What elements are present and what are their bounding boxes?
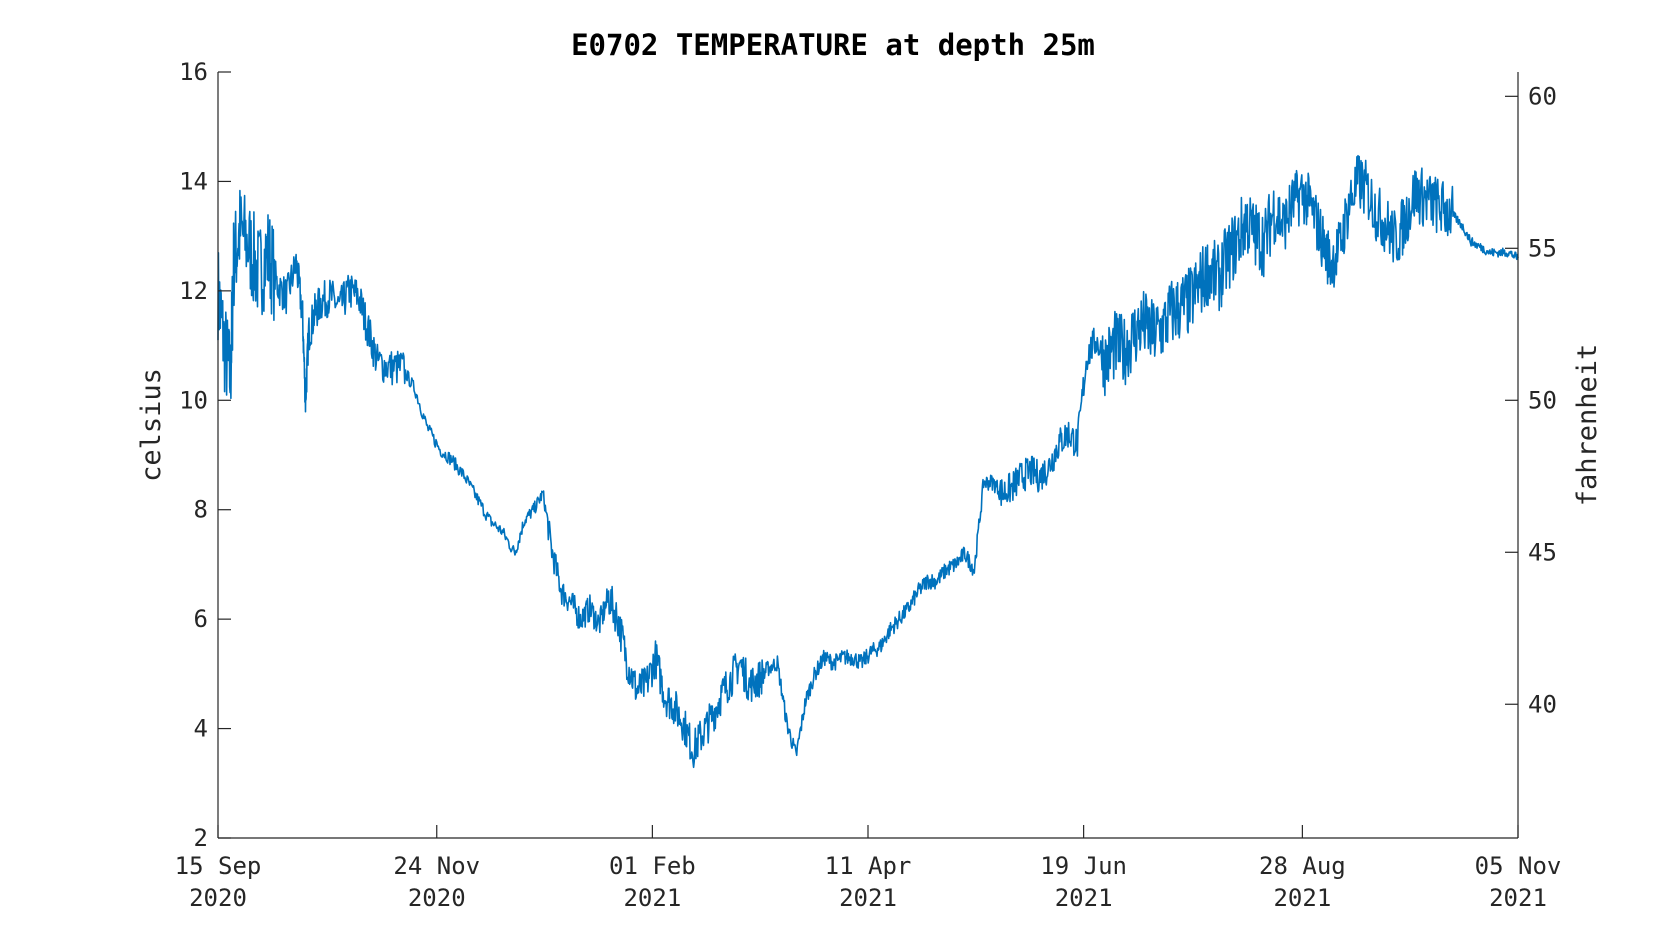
left-y-ticks: 2 4 6 8 10 12 14 16 xyxy=(179,58,231,852)
x-tick-label-year: 2020 xyxy=(189,884,247,912)
y-tick-label: 4 xyxy=(194,715,208,743)
y-tick-label: 6 xyxy=(194,605,208,633)
series-line-temperature xyxy=(217,154,1519,769)
y-tick-label: 12 xyxy=(179,277,208,305)
x-tick-label-year: 2021 xyxy=(839,884,897,912)
x-tick-label-date: 15 Sep xyxy=(175,852,262,880)
right-y-ticks: 40 45 50 55 60 xyxy=(1505,82,1557,718)
y-tick-label: 16 xyxy=(179,58,208,86)
y-tick-label: 10 xyxy=(179,386,208,414)
x-tick-label-year: 2021 xyxy=(1489,884,1547,912)
y-axis-label: celsius xyxy=(136,368,167,482)
x-tick-label-year: 2020 xyxy=(408,884,466,912)
x-ticks: 15 Sep 2020 24 Nov 2020 01 Feb 2021 11 Apr 2021… xyxy=(175,825,1562,912)
x-tick-label-date: 28 Aug xyxy=(1259,852,1346,880)
chart-title: E0702 TEMPERATURE at depth 25m xyxy=(571,28,1095,62)
x-tick-label-date: 01 Feb xyxy=(609,852,696,880)
y-tick-label: 8 xyxy=(194,496,208,524)
x-tick-label-date: 11 Apr xyxy=(825,852,912,880)
plot-area xyxy=(217,154,1519,769)
x-tick-label-year: 2021 xyxy=(1273,884,1331,912)
y-tick-label: 14 xyxy=(179,167,208,195)
y2-tick-label: 45 xyxy=(1528,538,1557,566)
x-tick-label-year: 2021 xyxy=(623,884,681,912)
x-tick-label-year: 2021 xyxy=(1055,884,1113,912)
x-tick-label-date: 05 Nov xyxy=(1475,852,1562,880)
y2-tick-label: 40 xyxy=(1528,690,1557,718)
x-tick-label-date: 19 Jun xyxy=(1040,852,1127,880)
y2-tick-label: 50 xyxy=(1528,386,1557,414)
y2-axis-label: fahrenheit xyxy=(1572,344,1603,507)
x-tick-label-date: 24 Nov xyxy=(393,852,480,880)
y2-tick-label: 60 xyxy=(1528,82,1557,110)
y-tick-label: 2 xyxy=(194,824,208,852)
y2-tick-label: 55 xyxy=(1528,234,1557,262)
